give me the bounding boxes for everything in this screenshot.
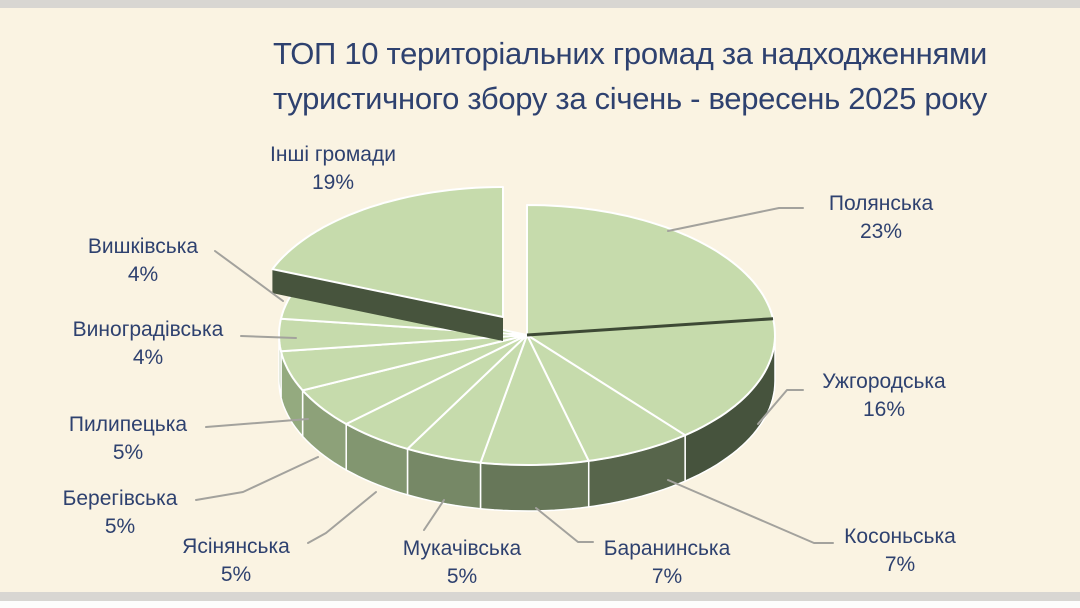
pie-slice-baranynska [479,334,590,466]
slice-name: Ясінянська [182,535,290,558]
pie-slice-mukachivska [406,334,528,464]
leader-line-polianska [667,207,804,232]
slice-label-kosonska: Косоньська 7% [844,523,956,579]
slice-name: Баранинська [603,537,731,560]
slice-label-mukachivska: Мукачівська 5% [403,535,521,591]
slice-percent: 23% [859,220,903,243]
slice-percent: 5% [104,515,136,538]
slice-label-inshi-hromady: Інші громади 19% [270,141,396,197]
slice-percent: 4% [132,346,164,369]
pie-exploded-edge-inshi-hromady [272,269,503,341]
leader-line-berehivska [195,456,319,501]
leader-line-vyshkivska [214,250,284,302]
pie-slice-berehivska [301,334,528,425]
slice-name: Берегівська [62,487,178,510]
slice-name: Мукачівська [402,537,522,560]
chart-title: ТОП 10 територіальних громад за надходже… [175,31,1080,121]
slice-percent: 16% [862,398,906,421]
leader-line-uzhhorodska [757,389,804,425]
top-edge-strip [0,0,1080,8]
slice-label-yasinianska: Ясінянська 5% [182,533,290,589]
slice-label-baranynska: Баранинська 7% [604,535,731,591]
slice-label-berehivska: Берегівська 5% [63,485,178,541]
chart-title-line1: ТОП 10 територіальних громад за надходже… [272,36,988,71]
slice-percent: 4% [127,263,159,286]
pie-slice-yasinianska [345,334,528,450]
slice-percent: 5% [112,441,144,464]
slice-name: Виноградівська [72,318,224,341]
slice-name: Ужгородська [822,370,946,393]
pie-slice-pylypetska [280,334,528,392]
leader-line-kosonska [667,479,834,544]
slice-percent: 19% [311,171,355,194]
slice-name: Вишківська [87,235,199,258]
pie-slice-polianska [526,204,774,336]
pie-slice-inshi-hromady [271,186,504,318]
slice-percent: 7% [651,565,683,588]
slice-name: Косоньська [844,525,956,548]
slice-name: Інші громади [270,143,396,166]
slice-name: Пилипецька [68,413,188,436]
slice-name: Полянська [828,192,934,215]
bottom-edge-strip [0,592,1080,601]
leader-line-mukachivska [423,499,445,531]
leader-line-baranynska [535,507,594,543]
slice-percent: 7% [884,553,916,576]
leader-line-yasinianska [307,491,377,544]
slice-boundary-shadow [526,317,774,337]
leader-line-pylypetska [205,418,309,428]
slice-label-pylypetska: Пилипецька 5% [69,411,187,467]
slice-label-polianska: Полянська 23% [829,190,933,246]
chart-title-line2: туристичного збору за січень - вересень … [272,81,988,116]
slice-percent: 5% [446,565,478,588]
slice-label-vynohradivska: Виноградівська 4% [73,316,224,372]
slice-percent: 5% [220,563,252,586]
pie-slice-kosonska [526,334,687,462]
slice-label-vyshkivska: Вишківська 4% [88,233,198,289]
pie-slice-uzhhorodska [526,317,776,437]
slice-label-uzhhorodska: Ужгородська 16% [822,368,946,424]
leader-line-vynohradivska [240,335,297,339]
